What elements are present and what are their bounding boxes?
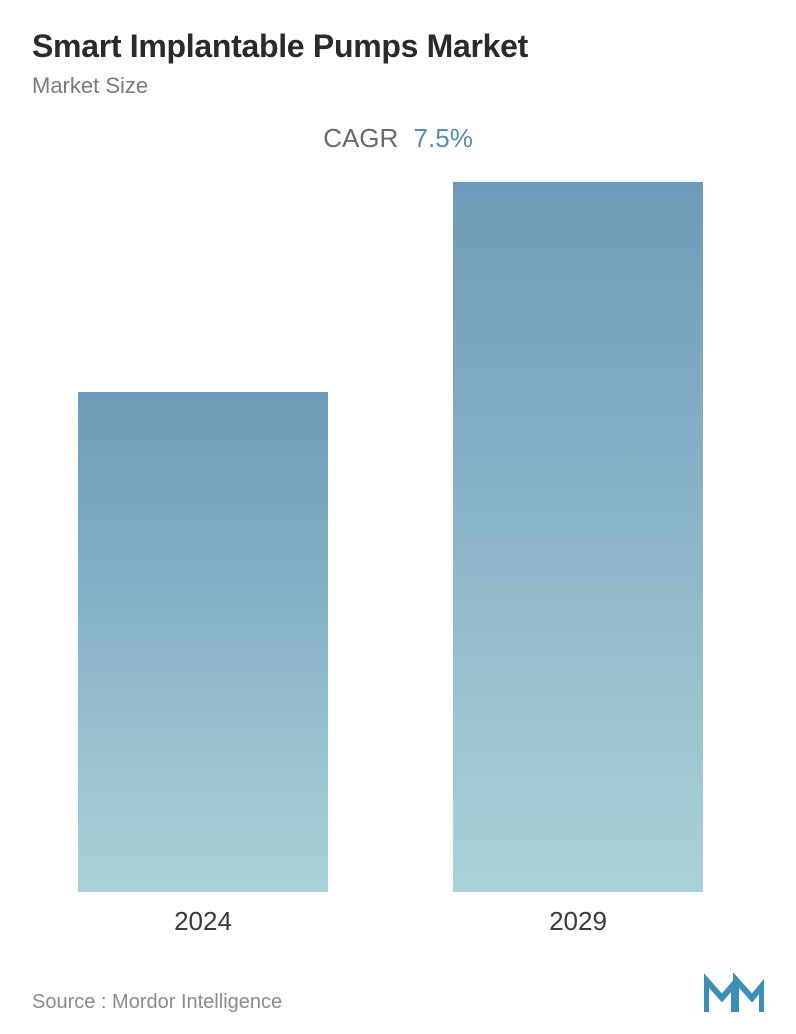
cagr-value: 7.5% bbox=[414, 123, 473, 153]
chart-title: Smart Implantable Pumps Market bbox=[32, 28, 764, 65]
cagr-label: CAGR bbox=[323, 123, 398, 153]
footer: Source : Mordor Intelligence bbox=[32, 972, 764, 1014]
cagr-row: CAGR 7.5% bbox=[32, 123, 764, 154]
mordor-logo-icon bbox=[704, 972, 764, 1014]
xlabel-2024: 2024 bbox=[78, 906, 328, 937]
chart-subtitle: Market Size bbox=[32, 73, 764, 99]
source-label: Source : Mordor Intelligence bbox=[32, 991, 282, 1014]
bar-2024: 2024 bbox=[78, 392, 328, 892]
bar-2029: 2029 bbox=[453, 182, 703, 892]
bar-chart: 2024 2029 bbox=[38, 162, 758, 902]
xlabel-2029: 2029 bbox=[453, 906, 703, 937]
